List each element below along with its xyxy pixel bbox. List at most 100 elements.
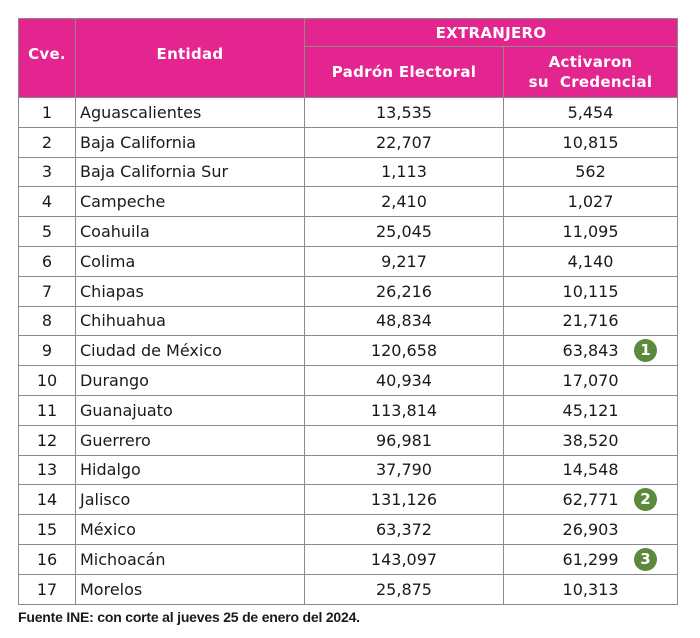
cell-cve-text: 13 <box>36 460 58 480</box>
cell-padron-text: 22,707 <box>376 132 432 152</box>
cell-entidad-text: Morelos <box>80 579 143 599</box>
table-row: 7 Chiapas 26,216 10,115 <box>18 275 679 307</box>
cell-padron-text: 26,216 <box>376 281 432 301</box>
cell-padron-text: 2,410 <box>381 192 427 212</box>
cell-cve: 11 <box>18 394 76 426</box>
table-row: 17 Morelos 25,875 10,313 <box>18 573 679 605</box>
cell-entidad-text: Chihuahua <box>80 311 166 331</box>
cell-cve: 8 <box>18 305 76 337</box>
cell-cve-text: 16 <box>36 549 58 569</box>
cell-padron-text: 37,790 <box>376 460 432 480</box>
table-row: 3 Baja California Sur 1,113 562 <box>18 156 679 188</box>
cell-padron-text: 25,045 <box>376 222 432 242</box>
cell-entidad-text: Michoacán <box>80 549 166 569</box>
cell-activaron: 4,140 <box>502 245 679 277</box>
cell-entidad: Colima <box>75 245 305 277</box>
cell-cve-text: 5 <box>41 222 53 242</box>
header-entidad: Entidad <box>75 18 305 98</box>
voter-registry-table: Cve. Entidad EXTRANJERO Padrón Electoral… <box>18 18 679 605</box>
cell-padron-text: 13,535 <box>376 102 432 122</box>
source-footnote: Fuente INE: con corte al jueves 25 de en… <box>18 609 360 625</box>
cell-activaron-text: 21,716 <box>562 311 619 331</box>
cell-cve: 1 <box>18 97 76 128</box>
table-row: 16 Michoacán 143,097 61,299 3 <box>18 543 679 575</box>
cell-entidad: Aguascalientes <box>75 97 305 128</box>
cell-activaron: 14,548 <box>502 454 679 486</box>
cell-entidad: Guerrero <box>75 424 305 456</box>
cell-entidad-text: Chiapas <box>80 281 144 301</box>
cell-activaron-text: 38,520 <box>562 430 619 450</box>
cell-padron: 96,981 <box>304 424 504 456</box>
cell-cve-text: 7 <box>41 281 53 301</box>
cell-padron-text: 48,834 <box>376 311 432 331</box>
cell-entidad: Morelos <box>75 573 305 605</box>
cell-cve-text: 6 <box>41 251 53 271</box>
cell-padron-text: 131,126 <box>370 490 438 510</box>
cell-activaron: 45,121 <box>502 394 679 426</box>
cell-entidad: Chiapas <box>75 275 305 307</box>
cell-cve: 3 <box>18 156 76 188</box>
cell-padron: 25,875 <box>304 573 504 605</box>
cell-padron: 2,410 <box>304 186 504 218</box>
cell-entidad: Michoacán <box>75 543 305 575</box>
cell-cve: 17 <box>18 573 76 605</box>
cell-padron-text: 96,981 <box>376 430 432 450</box>
cell-entidad: Baja California Sur <box>75 156 305 188</box>
table-row: 4 Campeche 2,410 1,027 <box>18 186 679 218</box>
cell-entidad: México <box>75 514 305 545</box>
cell-activaron-text: 5,454 <box>567 102 614 122</box>
cell-entidad: Baja California <box>75 126 305 158</box>
cell-activaron: 62,771 2 <box>502 484 679 516</box>
table-row: 1 Aguascalientes 13,535 5,454 <box>18 97 679 128</box>
cell-cve: 9 <box>18 335 76 367</box>
cell-activaron: 61,299 3 <box>502 543 679 575</box>
cell-activaron: 63,843 1 <box>502 335 679 367</box>
cell-padron: 22,707 <box>304 126 504 158</box>
cell-cve-text: 8 <box>41 311 53 331</box>
cell-cve: 12 <box>18 424 76 456</box>
cell-activaron-text: 10,313 <box>562 579 619 599</box>
cell-padron-text: 120,658 <box>370 341 438 361</box>
cell-activaron: 562 <box>502 156 679 188</box>
cell-cve-text: 4 <box>41 192 53 212</box>
cell-padron-text: 9,217 <box>381 251 427 271</box>
cell-entidad-text: Coahuila <box>80 222 150 242</box>
cell-cve-text: 1 <box>41 102 53 122</box>
cell-entidad-text: Colima <box>80 251 136 271</box>
cell-entidad-text: Ciudad de México <box>80 341 222 361</box>
cell-cve: 6 <box>18 245 76 277</box>
cell-padron: 131,126 <box>304 484 504 516</box>
cell-cve: 14 <box>18 484 76 516</box>
cell-padron: 25,045 <box>304 216 504 247</box>
cell-cve: 10 <box>18 365 76 396</box>
cell-activaron-text: 26,903 <box>562 520 619 540</box>
header-activaron-line2: su Credencial <box>528 73 653 91</box>
cell-entidad: Guanajuato <box>75 394 305 426</box>
cell-entidad: Durango <box>75 365 305 396</box>
cell-activaron-text: 10,115 <box>562 281 619 301</box>
cell-activaron: 5,454 <box>502 97 679 128</box>
cell-activaron-text: 1,027 <box>567 192 614 212</box>
cell-activaron-text: 61,299 <box>562 549 619 569</box>
cell-entidad-text: Jalisco <box>80 490 131 510</box>
cell-entidad-text: Durango <box>80 371 149 391</box>
cell-entidad-text: Guerrero <box>80 430 151 450</box>
cell-padron-text: 1,113 <box>381 162 427 182</box>
table-row: 6 Colima 9,217 4,140 <box>18 245 679 277</box>
cell-entidad: Ciudad de México <box>75 335 305 367</box>
table-row: 2 Baja California 22,707 10,815 <box>18 126 679 158</box>
table-row: 10 Durango 40,934 17,070 <box>18 365 679 396</box>
header-activaron: Activaron su Credencial <box>502 46 679 98</box>
cell-entidad: Jalisco <box>75 484 305 516</box>
cell-cve-text: 12 <box>36 430 58 450</box>
table-body: 1 Aguascalientes 13,535 5,454 2 Baja Californ… <box>18 97 679 605</box>
cell-cve-text: 17 <box>36 579 58 599</box>
cell-cve-text: 3 <box>41 162 53 182</box>
cell-cve: 4 <box>18 186 76 218</box>
cell-cve: 13 <box>18 454 76 486</box>
cell-padron: 1,113 <box>304 156 504 188</box>
cell-entidad: Coahuila <box>75 216 305 247</box>
cell-padron: 9,217 <box>304 245 504 277</box>
table-row: 12 Guerrero 96,981 38,520 <box>18 424 679 456</box>
cell-activaron: 11,095 <box>502 216 679 247</box>
